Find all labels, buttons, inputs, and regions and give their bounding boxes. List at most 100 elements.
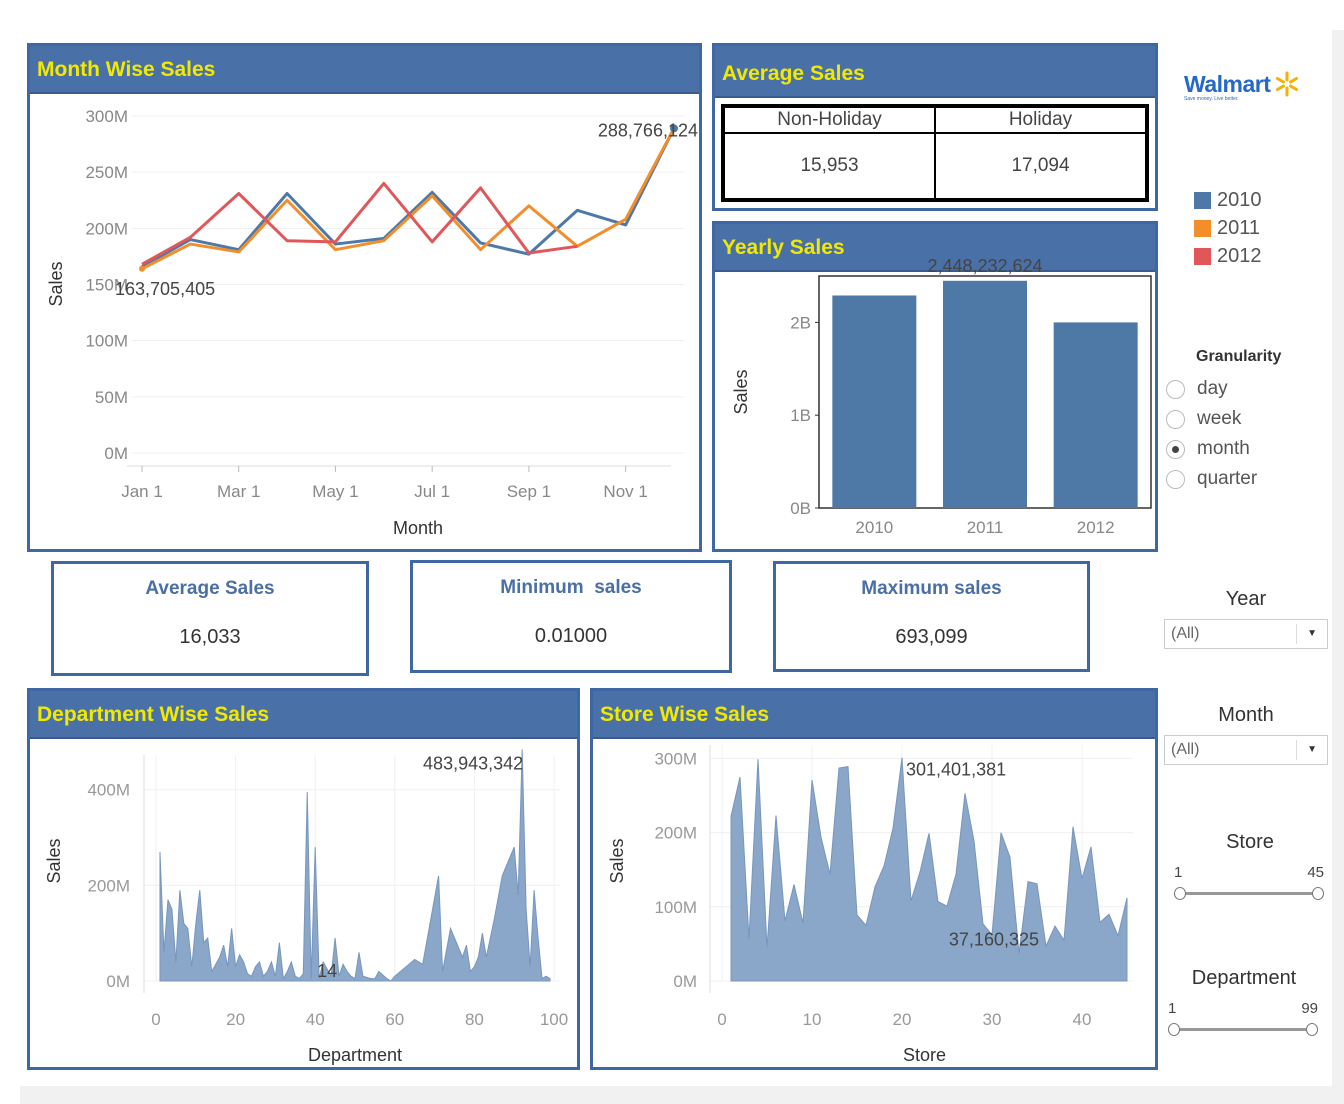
granularity-option-quarter[interactable]: quarter (1166, 464, 1281, 494)
y-tick-label: 1B (790, 406, 811, 425)
month-wise-sales-chart[interactable]: 0M 50M 100M 150M 200M 250M 300M Jan 1 Mar 1 May 1… (30, 46, 699, 549)
max-point-marker (670, 124, 678, 133)
annotation-min: 37,160,325 (949, 930, 1039, 950)
x-tick-label: 2010 (855, 518, 893, 537)
y-axis-title: Sales (607, 838, 627, 883)
department-wise-sales-chart[interactable]: 0 20 40 60 80 100 0M 200M 400M Department Sales 483… (30, 691, 577, 1067)
spark-icon (1276, 71, 1299, 97)
y-tick-label: 100M (654, 898, 697, 917)
legend-item-2010[interactable]: 2010 (1194, 186, 1262, 214)
x-tick-label: 40 (306, 1010, 325, 1029)
store-slider-max-handle[interactable] (1312, 887, 1324, 900)
bar-2011 (943, 280, 1027, 508)
average-sales-card: Average Sales 16,033 (51, 561, 369, 676)
x-axis-title: Month (393, 518, 443, 538)
annotation-max: 483,943,342 (423, 754, 523, 774)
area-series (730, 757, 1128, 982)
department-slider-max-handle[interactable] (1306, 1023, 1318, 1036)
maximum-sales-card-value: 693,099 (895, 626, 968, 648)
x-tick-label: 100 (540, 1010, 568, 1029)
department-wise-sales-panel: Department Wise Sales 0 20 40 60 80 100 0M 200M… (27, 688, 580, 1070)
bar-2012 (1053, 322, 1138, 508)
non-holiday-header: Non-Holiday (724, 107, 935, 133)
granularity-option-month[interactable]: month (1166, 434, 1281, 464)
series-line-2010 (141, 127, 676, 268)
x-tick-label: Sep 1 (507, 482, 551, 501)
x-tick-label: 30 (983, 1010, 1002, 1029)
x-tick-label: May 1 (312, 482, 358, 501)
month-wise-sales-panel: Month Wise Sales 0M 50M 100M 150M 200M 250M 30… (27, 43, 702, 552)
legend-swatch-2012 (1194, 247, 1211, 265)
department-range-slider[interactable]: 1 99 (1168, 1000, 1318, 1037)
x-tick-label: 2012 (1077, 518, 1115, 537)
x-tick-label: 60 (385, 1010, 404, 1029)
month-filter-title: Month (1218, 704, 1274, 726)
granularity-option-day[interactable]: day (1166, 374, 1281, 404)
annotation-min: 163,705,405 (115, 279, 215, 299)
x-tick-label: 20 (226, 1010, 245, 1029)
store-slider-track[interactable] (1180, 892, 1318, 895)
walmart-tagline: Save money. Live better. (1184, 96, 1239, 102)
footer-strip (20, 1086, 1344, 1104)
min-point-marker (139, 265, 145, 272)
radio-month[interactable] (1166, 439, 1185, 459)
department-slider-min-handle[interactable] (1168, 1023, 1180, 1036)
store-wise-sales-title: Store Wise Sales (593, 691, 1155, 739)
legend-label-2012: 2012 (1217, 244, 1262, 267)
yearly-sales-chart[interactable]: 0B 1B 2B Sales 2010 2011 2012 2,448,232,624 (715, 224, 1155, 549)
y-tick-label: 400M (87, 781, 130, 800)
dropdown-arrow-icon[interactable]: ▼ (1307, 744, 1317, 755)
legend-swatch-2011 (1194, 219, 1211, 237)
x-axis-title: Department (308, 1045, 402, 1065)
scrollbar-track[interactable] (1332, 30, 1344, 1086)
y-tick-label: 0M (106, 972, 130, 991)
holiday-header: Holiday (935, 107, 1146, 133)
legend-label-2010: 2010 (1217, 188, 1262, 211)
y-tick-label: 200M (85, 219, 128, 238)
store-wise-sales-chart[interactable]: 0 10 20 30 40 0M 100M 200M 300M Store Sales 301,401… (593, 691, 1155, 1067)
y-tick-label: 0M (673, 972, 697, 991)
department-slider-track[interactable] (1174, 1028, 1312, 1031)
year-filter-value: (All) (1171, 625, 1200, 642)
y-tick-label: 0B (790, 499, 811, 518)
y-tick-label: 200M (654, 824, 697, 843)
x-tick-label: 0 (151, 1010, 160, 1029)
annotation-min: 14 (317, 961, 337, 981)
minimum-sales-card-value: 0.01000 (534, 625, 608, 647)
maximum-sales-card: Maximum sales 693,099 (773, 561, 1090, 672)
y-axis-title: Sales (731, 369, 751, 414)
y-tick-label: 100M (85, 332, 128, 351)
granularity-option-week[interactable]: week (1166, 404, 1281, 434)
year-filter-dropdown[interactable]: (All) ▼ (1164, 619, 1328, 649)
y-tick-label: 200M (87, 876, 130, 895)
legend-item-2012[interactable]: 2012 (1194, 242, 1262, 270)
radio-day[interactable] (1166, 379, 1185, 399)
minimum-sales-card-title: Minimum sales (500, 577, 642, 598)
month-wise-sales-title: Month Wise Sales (30, 46, 699, 94)
store-filter-title: Store (1226, 831, 1274, 853)
y-axis-title: Sales (44, 838, 64, 883)
yearly-sales-panel: Yearly Sales 0B 1B 2B Sales 2010 2011 2012 2,44… (712, 221, 1158, 552)
dropdown-divider (1296, 624, 1297, 644)
radio-quarter[interactable] (1166, 469, 1185, 489)
x-tick-label: 20 (893, 1010, 912, 1029)
department-wise-sales-title: Department Wise Sales (30, 691, 577, 739)
store-slider-min-handle[interactable] (1174, 887, 1186, 900)
y-tick-label: 250M (85, 163, 128, 182)
month-filter-dropdown[interactable]: (All) ▼ (1164, 735, 1328, 765)
granularity-parameter: Granularity day week month quarter (1166, 348, 1281, 494)
average-sales-card-title: Average Sales (145, 578, 275, 599)
y-tick-label: 0M (104, 444, 128, 463)
x-tick-label: 40 (1073, 1010, 1092, 1029)
store-range-slider[interactable]: 1 45 (1174, 864, 1324, 901)
series-line-2011 (141, 127, 676, 271)
radio-week[interactable] (1166, 409, 1185, 429)
legend-item-2011[interactable]: 2011 (1194, 214, 1262, 242)
granularity-title: Granularity (1196, 348, 1282, 365)
legend-swatch-2010 (1194, 191, 1211, 209)
dropdown-arrow-icon[interactable]: ▼ (1307, 628, 1317, 639)
annotation-max: 288,766,124 (598, 120, 698, 140)
average-sales-panel: Average Sales Non-Holiday Holiday 15,953… (712, 43, 1158, 211)
granularity-label-day: day (1197, 378, 1228, 399)
annotation-max: 2,448,232,624 (927, 256, 1042, 276)
